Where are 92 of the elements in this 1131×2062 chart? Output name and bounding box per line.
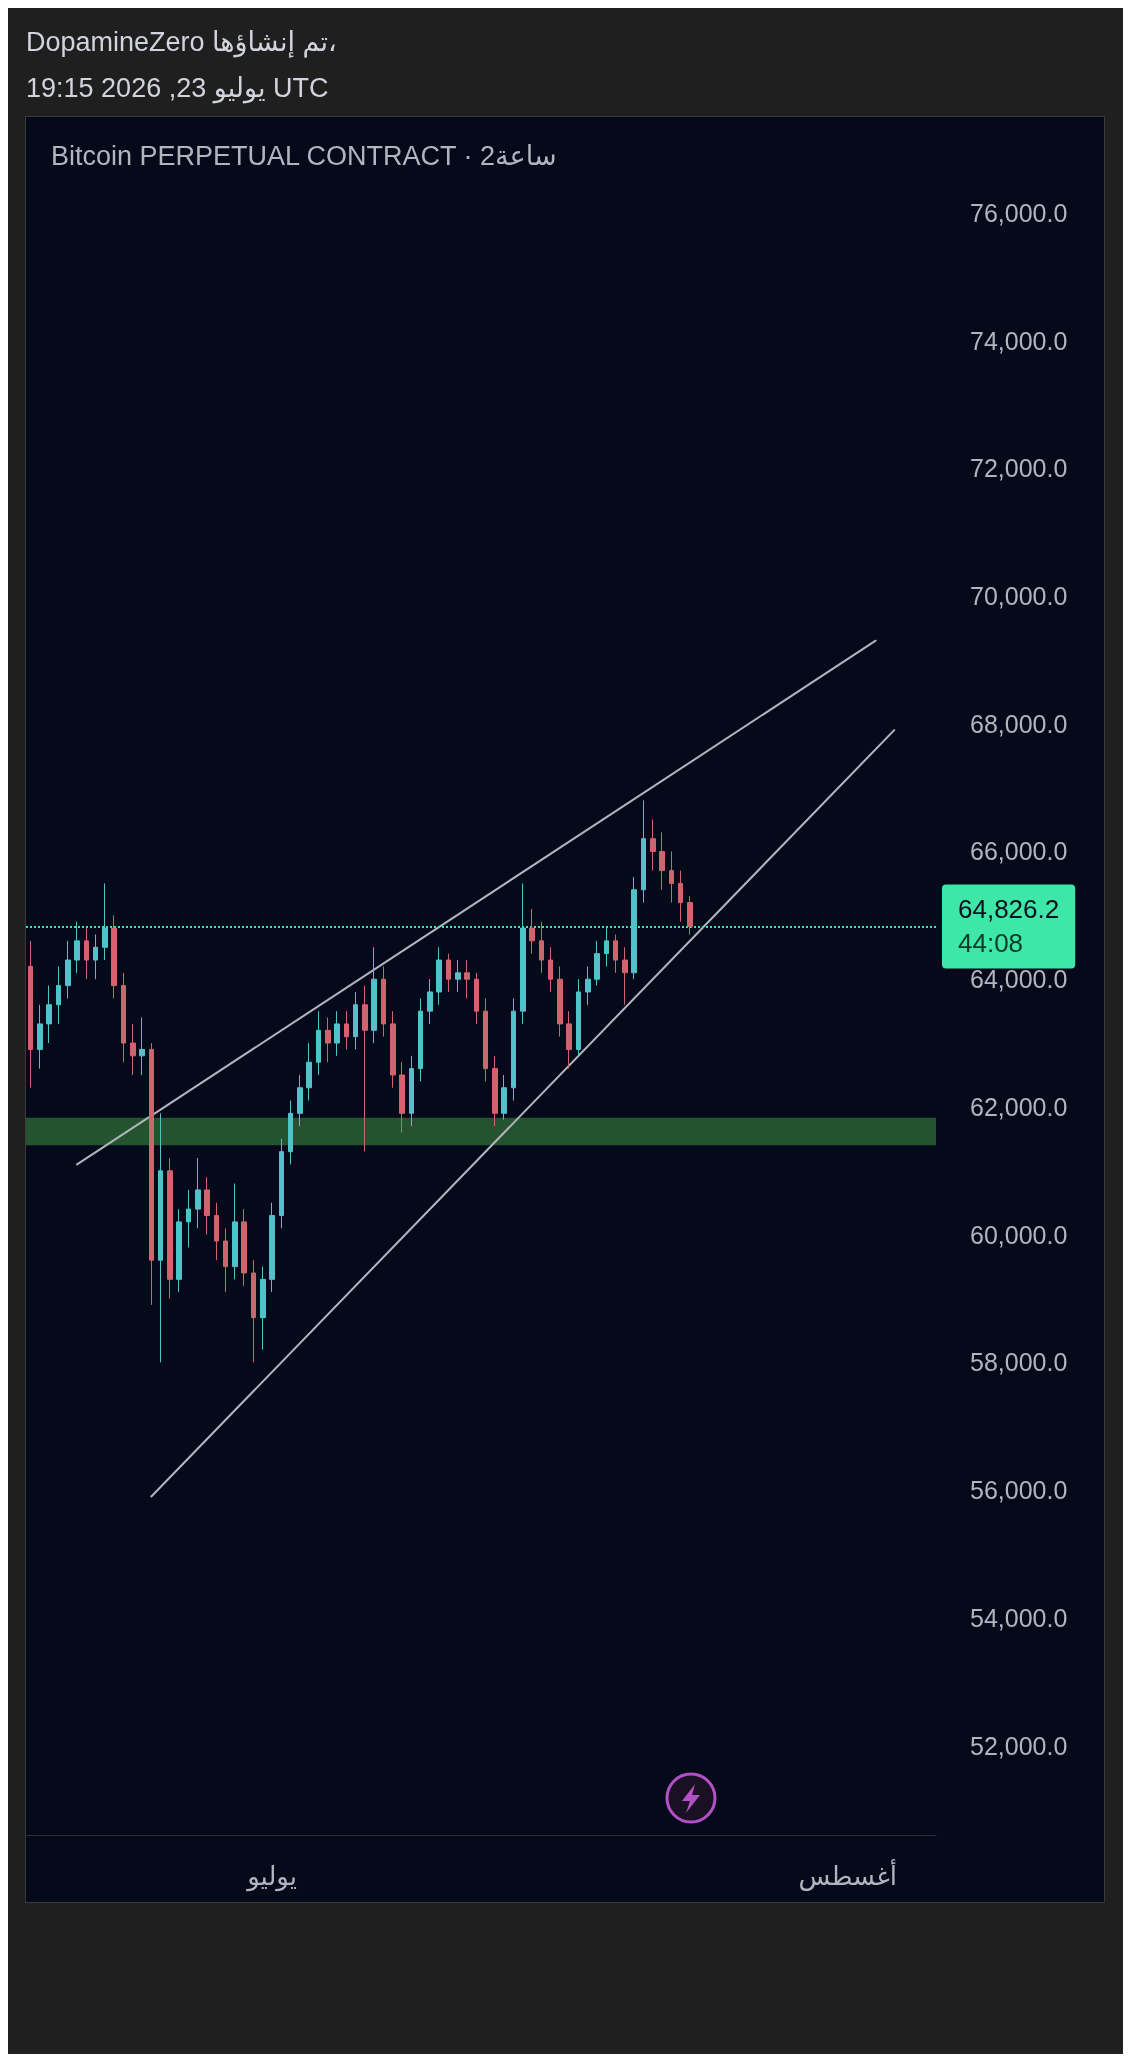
candlestick: [492, 1055, 498, 1127]
y-tick-label: 58,000.0: [970, 1348, 1068, 1377]
candlestick: [74, 921, 80, 974]
candlestick: [427, 978, 433, 1025]
x-tick-label: أغسطس: [798, 1858, 898, 1891]
y-tick-label: 56,000.0: [970, 1476, 1068, 1505]
candlestick: [28, 940, 33, 1089]
candlestick: [279, 1138, 284, 1229]
x-tick-label: يوليو: [245, 1861, 298, 1892]
candlestick: [446, 953, 451, 993]
candlestick: [418, 997, 423, 1082]
candlestick: [306, 1042, 312, 1102]
candlestick: [557, 965, 563, 1038]
candlestick: [149, 1042, 154, 1306]
candlestick: [631, 876, 637, 980]
candlestick: [585, 965, 591, 1006]
candlestick: [93, 933, 98, 980]
candlestick: [102, 882, 108, 961]
candlestick: [353, 991, 358, 1050]
ref-line-label: 64,826.2: [958, 894, 1060, 925]
candlestick: [548, 946, 553, 993]
candlestick: [65, 940, 71, 999]
candlestick: [409, 1055, 414, 1127]
candlestick: [659, 831, 665, 891]
candlestick: [46, 985, 52, 1044]
candlestick: [139, 1017, 145, 1076]
candlestick: [334, 1010, 340, 1057]
candlestick: [520, 882, 526, 1025]
candlestick: [390, 1010, 396, 1089]
text: Bitcoin PERPETUAL CONTRACT · 2ساعة: [51, 140, 557, 171]
candlestick: [232, 1183, 238, 1280]
text: DopamineZero تم إنشاؤها،: [26, 26, 337, 58]
candlestick: [455, 959, 461, 993]
candlestick: [37, 1004, 43, 1070]
candlestick: [464, 959, 470, 999]
candlestick: [474, 972, 479, 1025]
candlestick: [176, 1208, 182, 1293]
y-tick-label: 68,000.0: [970, 709, 1068, 738]
candlestick: [436, 946, 442, 1006]
candlestick: [121, 972, 126, 1063]
candlestick: [130, 1023, 136, 1076]
candlestick: [251, 1259, 256, 1363]
candlestick: [204, 1176, 210, 1236]
text: 44:08: [958, 928, 1024, 959]
candlestick: [539, 921, 544, 974]
candlestick: [269, 1202, 275, 1293]
candlestick: [223, 1227, 228, 1293]
y-tick-label: 76,000.0: [970, 198, 1068, 227]
candlestick: [214, 1202, 219, 1261]
y-tick-label: 72,000.0: [970, 454, 1068, 483]
candlestick: [641, 799, 646, 904]
candlestick: [260, 1266, 266, 1351]
candlestick: [195, 1157, 201, 1229]
candlestick: [241, 1208, 247, 1287]
candlestick: [186, 1189, 191, 1248]
candlestick: [381, 965, 386, 1038]
candlestick: [678, 870, 683, 923]
y-tick-label: 52,000.0: [970, 1731, 1068, 1760]
candlestick: [604, 927, 609, 967]
y-tick-label: 64,000.0: [970, 965, 1068, 994]
candlestick: [687, 895, 693, 935]
y-tick-label: 60,000.0: [970, 1220, 1068, 1249]
candlestick: [316, 1010, 321, 1076]
candlestick: [613, 933, 618, 974]
y-tick-label: 66,000.0: [970, 837, 1068, 866]
candlestick: [167, 1157, 173, 1300]
y-tick-label: 70,000.0: [970, 582, 1068, 610]
candlestick: [594, 940, 600, 987]
candlestick: [325, 1017, 331, 1063]
candlestick: [483, 997, 488, 1082]
candlestick: [371, 946, 377, 1044]
candlestick: [111, 914, 117, 999]
candlestick: [288, 1100, 293, 1165]
candlestick: [362, 985, 368, 1153]
candlestick: [566, 1010, 572, 1070]
y-tick-label: 54,000.0: [970, 1603, 1068, 1632]
candlestick: [511, 997, 516, 1102]
candlestick: [529, 908, 535, 955]
candlestick: [297, 1074, 303, 1127]
candlestick: [669, 850, 674, 904]
y-tick-label: 62,000.0: [970, 1092, 1068, 1121]
candlestick: [344, 1010, 349, 1050]
candlestick: [56, 965, 61, 1025]
candlestick: [650, 819, 656, 872]
candlestick: [622, 946, 628, 1006]
candlestick: [501, 1074, 507, 1121]
candlestick: [158, 1112, 163, 1363]
y-tick-label: 74,000.0: [970, 326, 1068, 355]
candlestick: [399, 1061, 405, 1133]
candlestick: [576, 978, 581, 1057]
text: يوليو 23, 2026 19:15 UTC: [26, 72, 329, 104]
candlestick: [84, 927, 89, 980]
